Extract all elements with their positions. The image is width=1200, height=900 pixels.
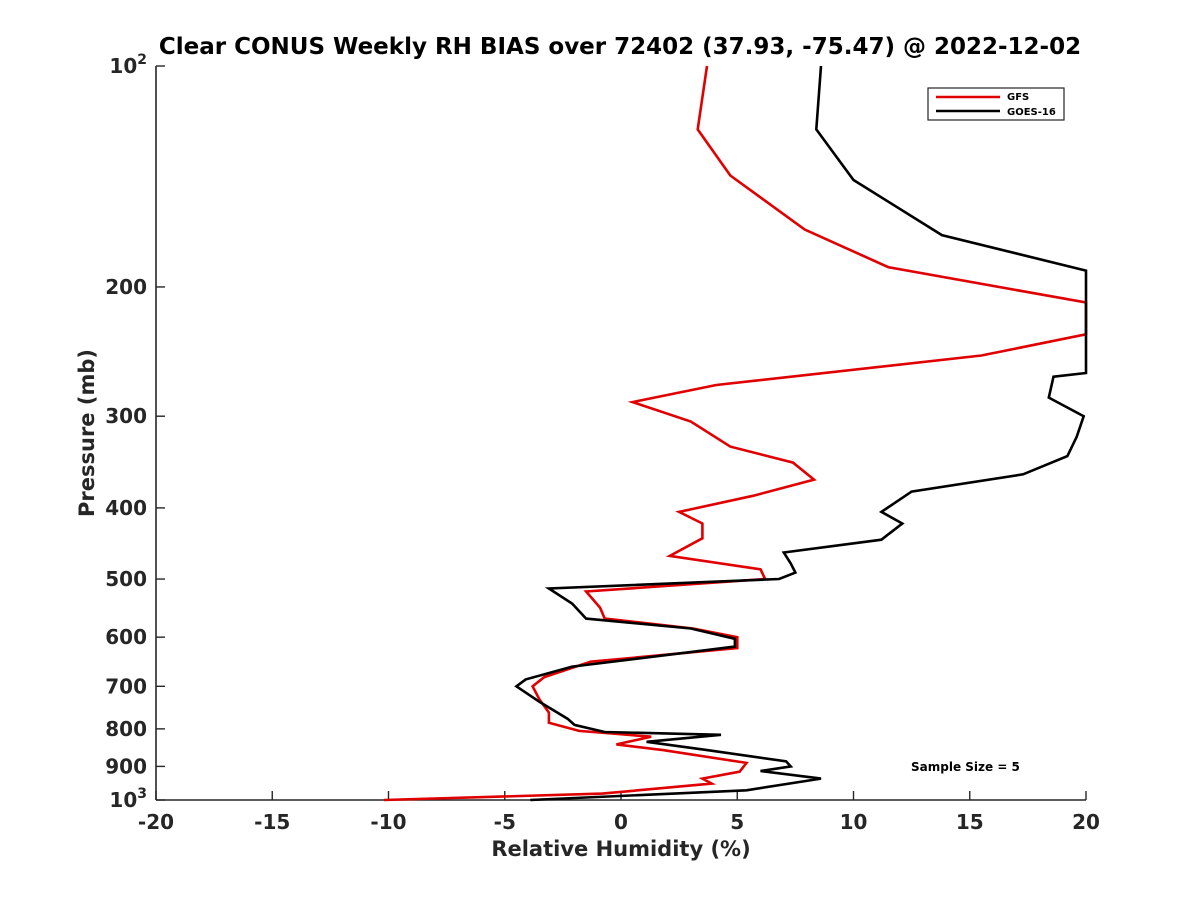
- y-tick-label: 400: [105, 496, 147, 520]
- series-lines: [383, 65, 1088, 802]
- chart-title: Clear CONUS Weekly RH BIAS over 72402 (3…: [159, 34, 1081, 60]
- y-tick-label: 300: [105, 404, 147, 428]
- y-tick-label: 800: [105, 717, 147, 741]
- x-tick-label: 5: [730, 810, 744, 834]
- y-tick-label: 103: [109, 786, 147, 812]
- x-tick-label: 15: [956, 810, 984, 834]
- series-line-goes16: [514, 65, 1088, 802]
- x-axis-label: Relative Humidity (%): [491, 837, 750, 861]
- legend: GFS GOES-16: [927, 87, 1065, 121]
- x-tick-label: 20: [1072, 810, 1100, 834]
- y-tick-label: 600: [105, 625, 147, 649]
- y-tick-label: 200: [105, 275, 147, 299]
- y-ticks: 102 200 300 400 500 600 700 800 900 103: [105, 52, 165, 812]
- y-tick-label: 900: [105, 754, 147, 778]
- plot-area: -20 -15 -10 -5 0 5 10 15 20 102 200 300 400 500 600 70…: [105, 52, 1100, 834]
- y-tick-label: 500: [105, 567, 147, 591]
- sample-size-annotation: Sample Size = 5: [911, 760, 1020, 774]
- legend-label-gfs: GFS: [1007, 92, 1029, 103]
- series-line-gfs: [383, 65, 1088, 802]
- y-tick-label: 700: [105, 674, 147, 698]
- x-tick-label: -20: [138, 810, 174, 834]
- x-tick-label: -10: [370, 810, 406, 834]
- x-tick-label: -15: [254, 810, 290, 834]
- legend-label-goes16: GOES-16: [1007, 107, 1056, 118]
- x-tick-label: 10: [840, 810, 868, 834]
- legend-box: [927, 87, 1065, 121]
- x-ticks: -20 -15 -10 -5 0 5 10 15 20: [138, 791, 1100, 834]
- y-tick-label: 102: [109, 52, 147, 78]
- x-tick-label: -5: [494, 810, 516, 834]
- y-axis-label: Pressure (mb): [75, 349, 99, 517]
- x-tick-label: 0: [614, 810, 628, 834]
